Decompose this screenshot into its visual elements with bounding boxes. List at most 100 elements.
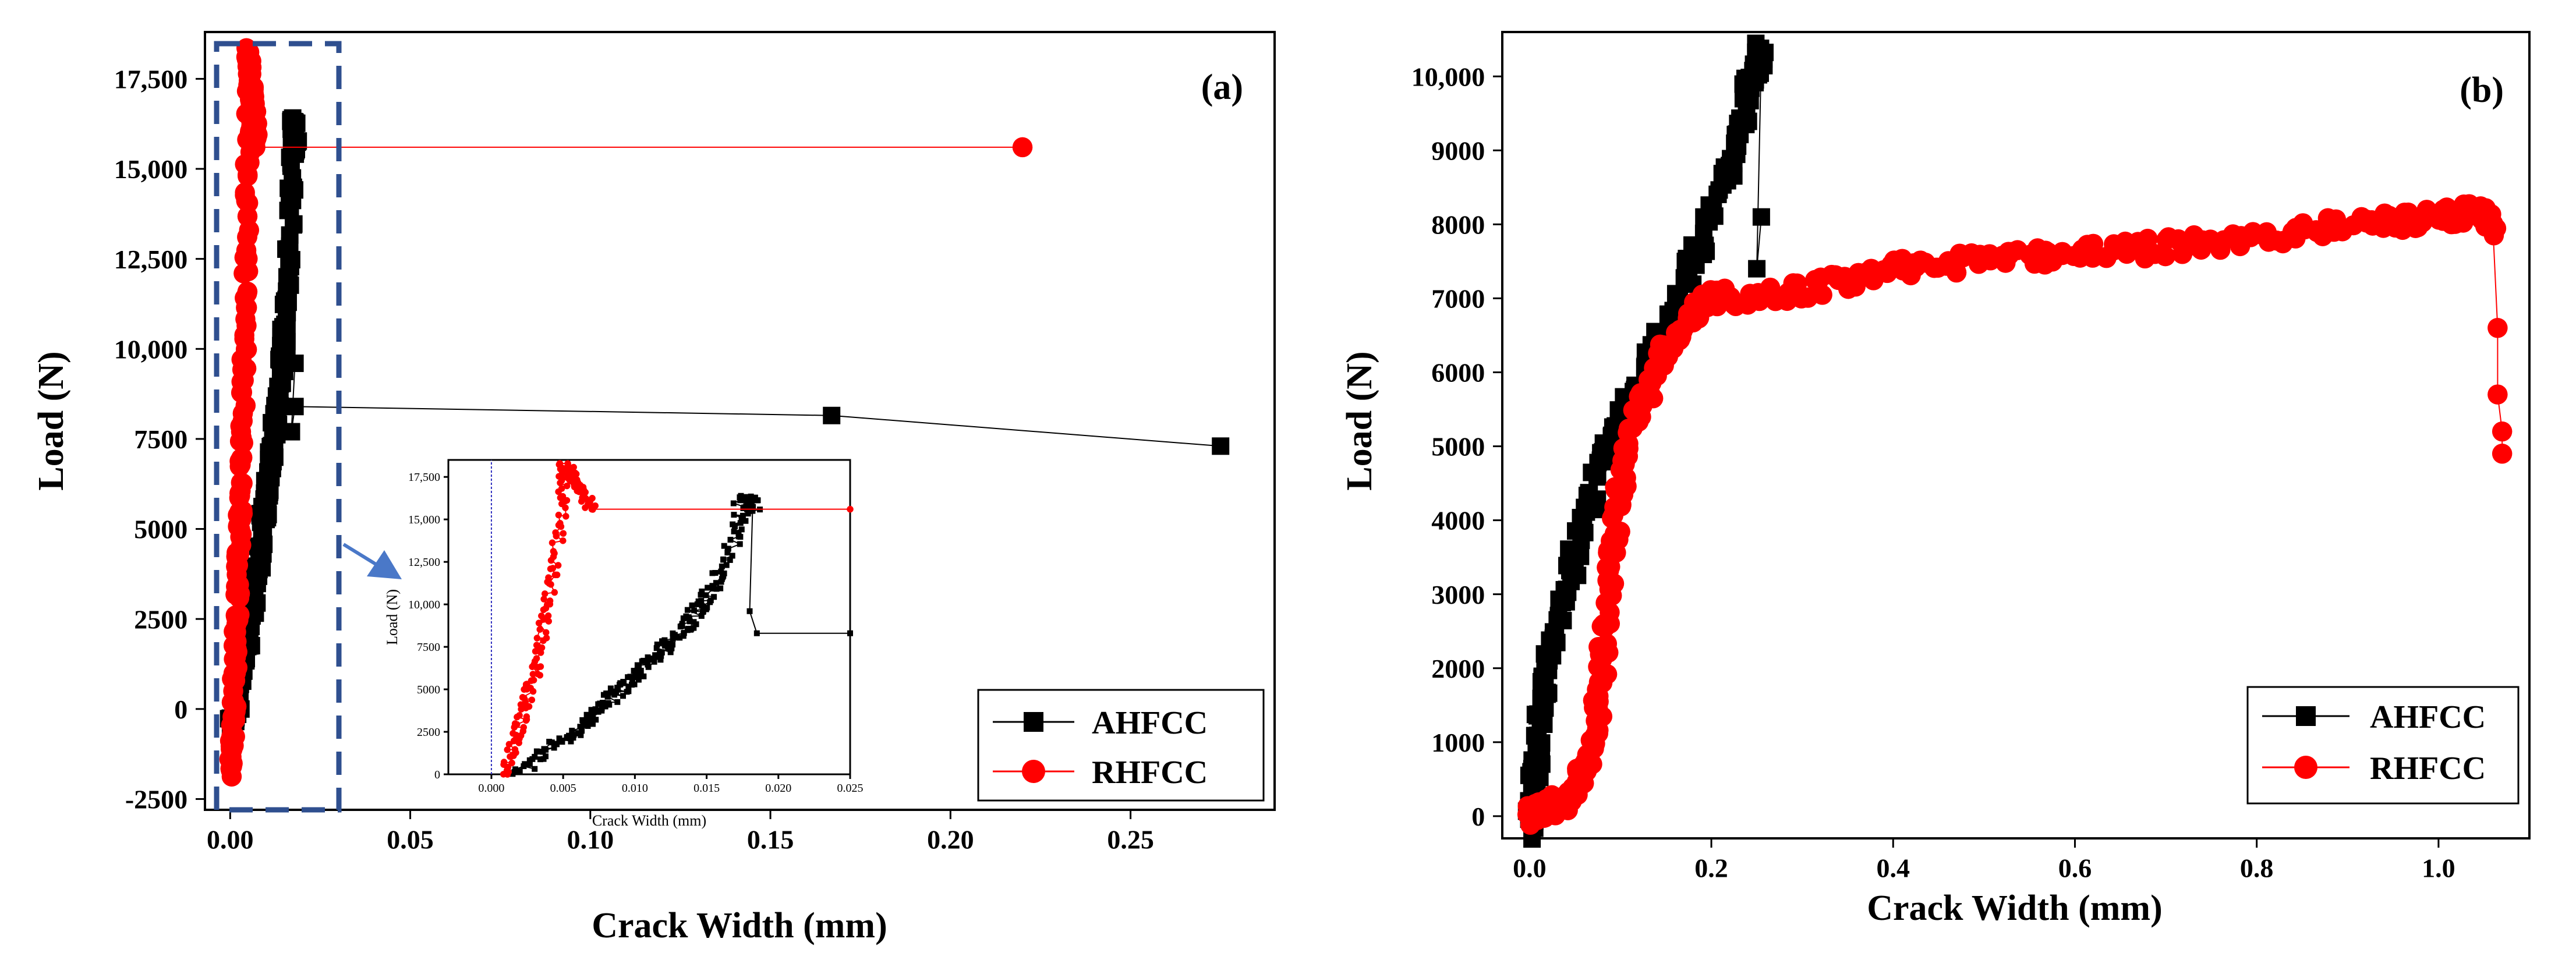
ahfcc-point <box>589 707 595 713</box>
ahfcc-point <box>541 746 547 752</box>
panel-b-x-tick-label: 0.4 <box>1877 853 1910 883</box>
rhfcc-point <box>521 724 528 731</box>
ahfcc-point <box>286 398 304 415</box>
panel-a-x-tick-label: 0.15 <box>747 825 794 855</box>
rhfcc-point <box>579 494 586 501</box>
ahfcc-point <box>641 674 646 679</box>
ahfcc-point <box>287 142 305 160</box>
ahfcc-point <box>712 570 718 576</box>
panel-a-y-tick-label: 0 <box>174 695 187 724</box>
panel-a-x-tick-label: 0.10 <box>567 825 614 855</box>
ahfcc-point <box>608 685 614 691</box>
ahfcc-point <box>740 513 746 519</box>
ahfcc-point <box>680 621 685 627</box>
rhfcc-point <box>552 529 559 536</box>
rhfcc-point <box>557 520 564 527</box>
ahfcc-point <box>600 700 606 706</box>
ahfcc-point <box>704 605 710 611</box>
rhfcc-point <box>523 716 530 723</box>
inset-y-tick-label: 15,000 <box>408 513 440 526</box>
ahfcc-point <box>683 614 689 619</box>
inset-plot-area <box>491 460 854 778</box>
ahfcc-point <box>718 569 724 575</box>
ahfcc-point <box>667 640 673 646</box>
inset-y-tick-label: 2500 <box>417 726 440 739</box>
rhfcc-point <box>533 642 540 649</box>
panel-b-y-tick-label: 4000 <box>1431 506 1485 536</box>
legend-ahfcc-label: AHFCC <box>2370 699 2486 735</box>
ahfcc-point <box>532 754 537 760</box>
rhfcc-point <box>545 612 552 619</box>
ahfcc-point <box>1753 45 1770 63</box>
ahfcc-point <box>522 761 528 767</box>
legend-rhfcc-label: RHFCC <box>2370 750 2486 787</box>
panel-b-y-tick-label: 3000 <box>1431 580 1485 610</box>
panel-a-legend: AHFCC RHFCC <box>978 690 1264 801</box>
panel-b-x-axis-label: Crack Width (mm) <box>1867 888 2162 928</box>
ahfcc-point <box>698 598 704 604</box>
inset-chart: 0.000 0.005 0.010 0.015 0.020 0.025 025005000… <box>384 460 864 829</box>
panel-b-x-ticks: 0.0 0.2 0.4 0.6 0.8 1.0 <box>1513 838 2455 883</box>
panel-a-y-tick-label: 5000 <box>134 515 187 544</box>
ahfcc-point <box>727 537 733 543</box>
rhfcc-point <box>508 760 515 767</box>
rhfcc-point <box>516 712 523 719</box>
ahfcc-point <box>512 766 518 772</box>
ahfcc-point <box>754 631 760 636</box>
panel-b-y-tick-label: 9000 <box>1431 136 1485 165</box>
ahfcc-point <box>847 631 853 636</box>
rhfcc-point <box>554 572 561 579</box>
ahfcc-point <box>659 649 665 655</box>
ahfcc-point <box>282 423 300 441</box>
ahfcc-point <box>823 407 840 424</box>
panel-b: 0.0 0.2 0.4 0.6 0.8 1.0 010002000300040005000… <box>1340 32 2529 928</box>
inset-frame <box>448 460 850 774</box>
legend-rhfcc-marker <box>1022 760 1045 783</box>
ahfcc-point <box>739 526 745 532</box>
inset-x-tick-label: 0.010 <box>622 782 648 795</box>
ahfcc-point <box>1753 208 1770 226</box>
rhfcc-point <box>510 752 517 759</box>
rhfcc-point <box>2487 318 2508 338</box>
rhfcc-point <box>560 537 567 544</box>
rhfcc-point <box>237 284 257 304</box>
panel-a-x-tick-label: 0.25 <box>1107 825 1154 855</box>
panel-b-x-tick-label: 0.6 <box>2058 853 2092 883</box>
rhfcc-point <box>546 580 553 587</box>
panel-b-x-tick-label: 0.8 <box>2240 853 2274 883</box>
ahfcc-point <box>741 496 747 502</box>
ahfcc-point <box>713 580 719 586</box>
panel-a-y-tick-label: -2500 <box>125 785 187 814</box>
rhfcc-point <box>512 746 519 753</box>
rhfcc-point <box>514 721 521 728</box>
ahfcc-point <box>731 512 737 518</box>
panel-b-legend: AHFCC RHFCC <box>2248 687 2518 803</box>
panel-b-y-tick-label: 0 <box>1471 802 1485 831</box>
rhfcc-point <box>547 597 554 604</box>
rhfcc-point <box>501 759 508 766</box>
panel-a-label: (a) <box>1201 68 1243 107</box>
rhfcc-point <box>543 629 550 636</box>
legend-rhfcc-label: RHFCC <box>1092 755 1208 791</box>
panel-a-x-axis-label: Crack Width (mm) <box>592 906 887 945</box>
inset-y-tick-label: 17,500 <box>408 471 440 484</box>
rhfcc-point <box>533 655 540 662</box>
panel-b-x-tick-label: 1.0 <box>2422 853 2455 883</box>
rhfcc-point <box>538 612 545 619</box>
ahfcc-point <box>749 501 755 507</box>
ahfcc-point <box>737 541 743 547</box>
panel-a-y-tick-label: 15,000 <box>114 154 188 184</box>
inset-y-tick-label: 7500 <box>417 641 440 654</box>
ahfcc-point <box>689 603 695 608</box>
rhfcc-point <box>551 589 558 596</box>
rhfcc-point <box>529 696 536 703</box>
ahfcc-point <box>1528 707 1546 725</box>
ahfcc-point <box>620 679 626 685</box>
ahfcc-point <box>703 592 709 598</box>
ahfcc-point <box>693 621 699 627</box>
panel-a-x-tick-label: 0.05 <box>387 825 434 855</box>
ahfcc-point <box>705 585 710 590</box>
rhfcc-point <box>2487 384 2508 405</box>
rhfcc-point <box>560 530 567 537</box>
inset-x-tick-label: 0.005 <box>550 782 576 795</box>
